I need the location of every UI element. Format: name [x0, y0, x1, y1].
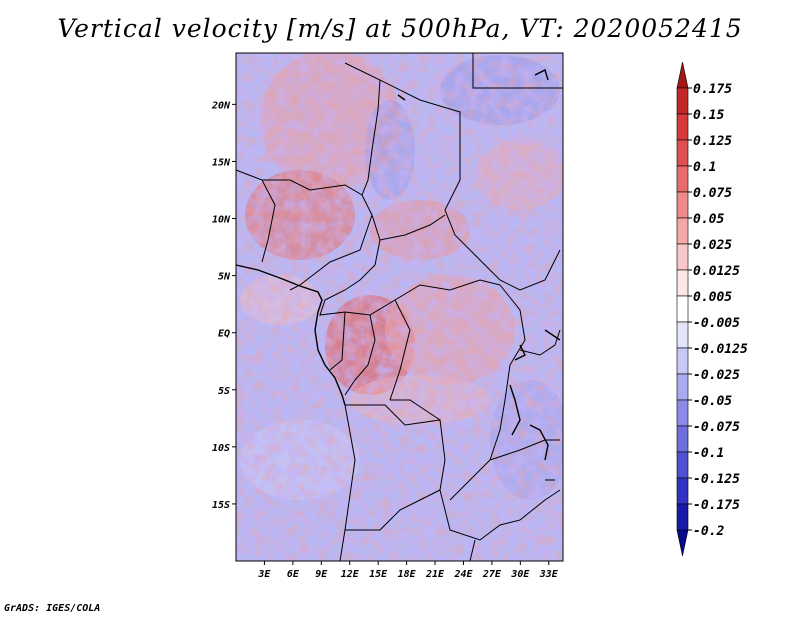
colorbar-label: 0.15 — [693, 108, 724, 123]
colorbar-label: 0.075 — [693, 186, 732, 201]
lon-label: 15E — [369, 569, 388, 580]
colorbar-swatch — [676, 503, 689, 531]
colorbar-swatch — [676, 165, 689, 193]
colorbar-swatch — [676, 295, 689, 323]
colorbar-label: -0.2 — [693, 524, 724, 539]
colorbar-label: 0.1 — [693, 160, 716, 175]
lat-label: 20N — [211, 100, 231, 111]
longitude-axis: 3E 6E 9E 12E 15E 18E 21E 24E 27E 30E 33E — [257, 561, 559, 580]
lat-label: 10S — [212, 443, 230, 454]
colorbar-label: 0.005 — [693, 290, 732, 305]
colorbar-swatch — [676, 425, 689, 453]
colorbar-swatch — [676, 477, 689, 505]
lon-label: 30E — [510, 569, 530, 580]
colorbar-swatch — [676, 139, 689, 167]
colorbar-label: -0.075 — [693, 420, 740, 435]
colorbar-swatch — [676, 87, 689, 115]
colorbar-label: 0.0125 — [693, 264, 740, 279]
lon-label: 6E — [287, 569, 300, 580]
colorbar-label: -0.05 — [693, 394, 732, 409]
lon-label: 3E — [257, 569, 271, 580]
colorbar-label: -0.1 — [693, 446, 724, 461]
colorbar-swatch — [676, 191, 689, 219]
colorbar-label: 0.125 — [693, 134, 732, 149]
colorbar-label: 0.025 — [693, 238, 732, 253]
velocity-field — [236, 53, 563, 561]
colorbar-label: -0.005 — [693, 316, 740, 331]
colorbar-swatch — [676, 243, 689, 271]
chart-title: Vertical velocity [m/s] at 500hPa, VT: 2… — [57, 14, 743, 43]
colorbar-label: -0.175 — [693, 498, 740, 513]
country-borders — [235, 53, 563, 562]
colorbar-swatch — [676, 61, 689, 89]
map-frame — [235, 52, 564, 562]
colorbar-swatch — [676, 529, 689, 557]
lon-label: 9E — [315, 569, 328, 580]
lat-label: 5S — [218, 386, 230, 397]
lon-label: 21E — [425, 569, 445, 580]
colorbar-swatch — [676, 451, 689, 479]
lat-label: EQ — [218, 329, 230, 340]
lon-label: 24E — [453, 569, 473, 580]
colorbar-label: -0.125 — [693, 472, 740, 487]
colorbar-label: 0.05 — [693, 212, 724, 227]
lon-label: 18E — [398, 569, 417, 580]
colorbar-swatch — [676, 347, 689, 375]
colorbar-swatch — [676, 399, 689, 427]
lon-label: 12E — [341, 569, 360, 580]
lat-label: 15N — [212, 157, 231, 168]
colorbar-swatch — [676, 217, 689, 245]
colorbar-swatch — [676, 269, 689, 297]
colorbar-label: -0.0125 — [693, 342, 748, 357]
colorbar-label: -0.025 — [693, 368, 740, 383]
colorbar-swatch — [676, 373, 689, 401]
lat-label: 5N — [218, 272, 231, 283]
coastline — [235, 69, 561, 461]
lon-label: 27E — [482, 569, 502, 580]
latitude-axis: 20N 15N 10N 5N EQ 5S 10S 15S — [211, 100, 236, 511]
grads-credit: GrADS: IGES/COLA — [4, 603, 101, 614]
lon-label: 33E — [539, 569, 559, 580]
colorbar-swatch — [676, 113, 689, 141]
colorbar-swatch — [676, 321, 689, 349]
colorbar-label: 0.175 — [693, 82, 732, 97]
lat-label: 10N — [212, 215, 231, 226]
lat-label: 15S — [212, 500, 230, 511]
